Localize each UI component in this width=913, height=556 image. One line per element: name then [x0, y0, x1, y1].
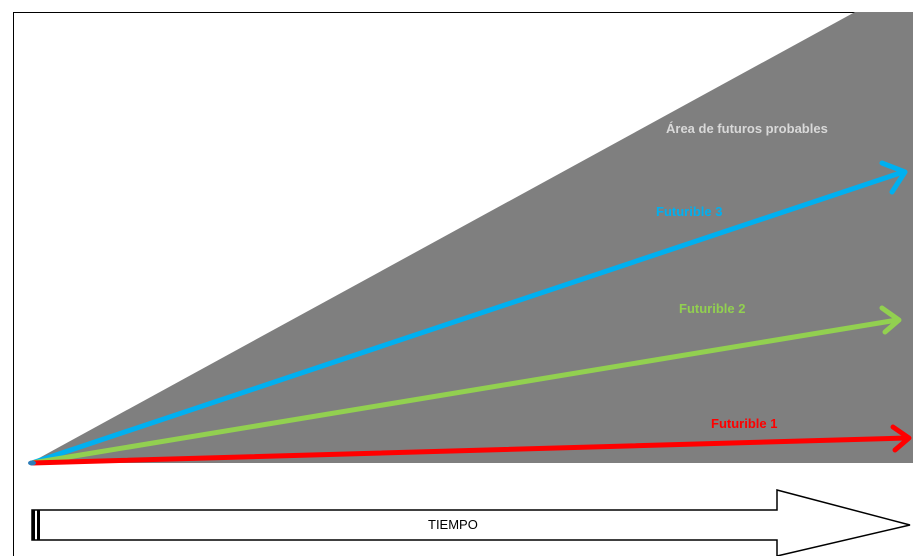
probable-futures-area — [30, 12, 913, 463]
futurible-3-arrow — [29, 160, 908, 466]
origin-point — [28, 460, 36, 466]
futurible-3-label: Futurible 3 — [656, 204, 722, 219]
futurible-1-arrow — [29, 424, 912, 466]
futurible-1-label: Futurible 1 — [711, 416, 777, 431]
tiempo-arrow — [31, 489, 911, 556]
area-label: Área de futuros probables — [666, 121, 828, 136]
diagram-frame — [13, 12, 913, 556]
tiempo-label: TIEMPO — [428, 517, 478, 532]
futurible-2-label: Futurible 2 — [679, 301, 745, 316]
futurible-2-arrow — [29, 305, 902, 466]
